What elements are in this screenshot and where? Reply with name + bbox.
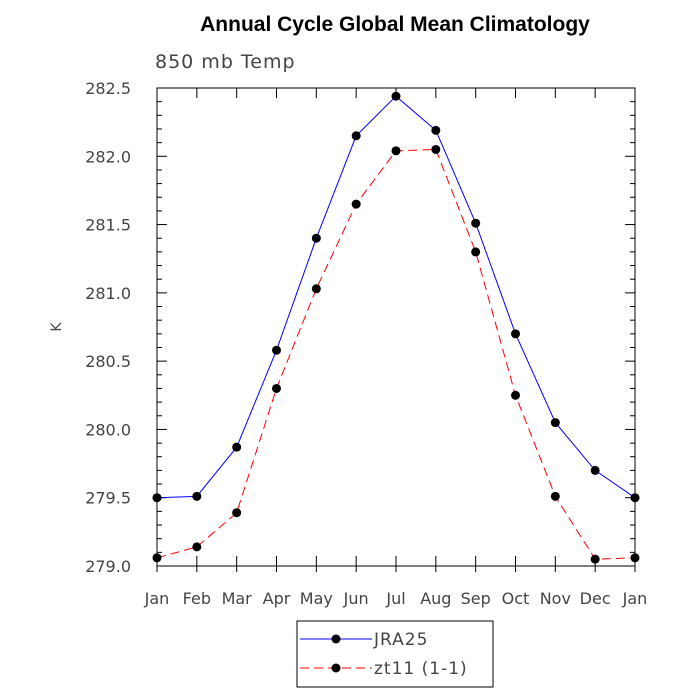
y-tick-label: 279.5 (85, 489, 131, 508)
y-tick-label: 280.5 (85, 352, 131, 371)
series-point-0 (272, 345, 281, 355)
series-point-0 (351, 131, 361, 141)
series-point-1 (550, 491, 560, 501)
series-point-0 (511, 329, 520, 339)
series-point-0 (630, 493, 640, 503)
series-point-1 (152, 553, 162, 563)
x-tick-label: Feb (183, 589, 211, 608)
chart-subtitle: 850 mb Temp (155, 51, 296, 73)
series-point-0 (550, 418, 560, 428)
y-tick-label: 281.5 (85, 216, 131, 235)
legend-label-jra25: JRA25 (373, 630, 428, 650)
series-point-0 (311, 233, 321, 243)
series-line-1 (156, 148, 636, 560)
plot-frame (156, 87, 636, 567)
series-point-1 (232, 508, 242, 518)
y-tick-label: 280.0 (85, 420, 131, 439)
y-tick-label: 279.0 (85, 557, 131, 576)
y-tick-label: 281.0 (85, 284, 131, 303)
x-tick-label: Aug (420, 589, 451, 608)
series-point-1 (311, 284, 321, 294)
x-tick-labels: Jan Feb Mar Apr May Jun Jul Aug Sep Oct Nov Dec Jan (144, 589, 648, 608)
x-tick-label: Sep (461, 589, 491, 608)
x-tick-label: Nov (540, 589, 571, 608)
y-axis-label: K (49, 322, 65, 332)
x-tick-label: Jan (144, 589, 170, 608)
legend-marker-jra25 (331, 634, 341, 644)
series-point-0 (590, 465, 600, 475)
legend-label-zt11: zt11 (1-1) (374, 659, 468, 679)
series-layer (152, 91, 640, 564)
series-line-0 (156, 95, 636, 499)
y-tick-labels: 279.0 279.5 280.0 280.5 281.0 281.5 282.0 282.5 (85, 79, 131, 576)
x-tick-label: Jul (385, 589, 405, 608)
series-point-1 (630, 553, 640, 563)
y-tick-label: 282.0 (85, 147, 131, 166)
x-tick-label: Apr (263, 589, 291, 608)
axis-ticks (156, 87, 636, 572)
series-point-1 (511, 390, 520, 400)
series-point-0 (391, 91, 401, 101)
series-point-0 (152, 493, 162, 503)
chart-title: Annual Cycle Global Mean Climatology (200, 13, 590, 36)
series-point-1 (471, 247, 481, 257)
series-point-1 (431, 144, 441, 154)
x-tick-label: May (300, 589, 333, 608)
series-point-1 (590, 554, 600, 564)
legend-box (296, 620, 494, 688)
x-tick-label: Jan (622, 589, 648, 608)
series-point-0 (431, 125, 441, 135)
legend: JRA25 zt11 (1-1) (296, 620, 494, 688)
series-point-0 (232, 442, 242, 452)
x-tick-label: Oct (502, 589, 530, 608)
legend-marker-zt11 (331, 663, 341, 673)
series-point-1 (272, 383, 281, 393)
y-tick-label: 282.5 (85, 79, 131, 98)
series-point-1 (391, 146, 401, 156)
x-tick-label: Dec (580, 589, 611, 608)
series-point-1 (192, 542, 202, 552)
x-tick-label: Jun (343, 589, 369, 608)
series-point-0 (471, 218, 481, 228)
series-point-0 (192, 491, 202, 501)
series-point-1 (351, 199, 361, 209)
x-tick-label: Mar (222, 589, 253, 608)
